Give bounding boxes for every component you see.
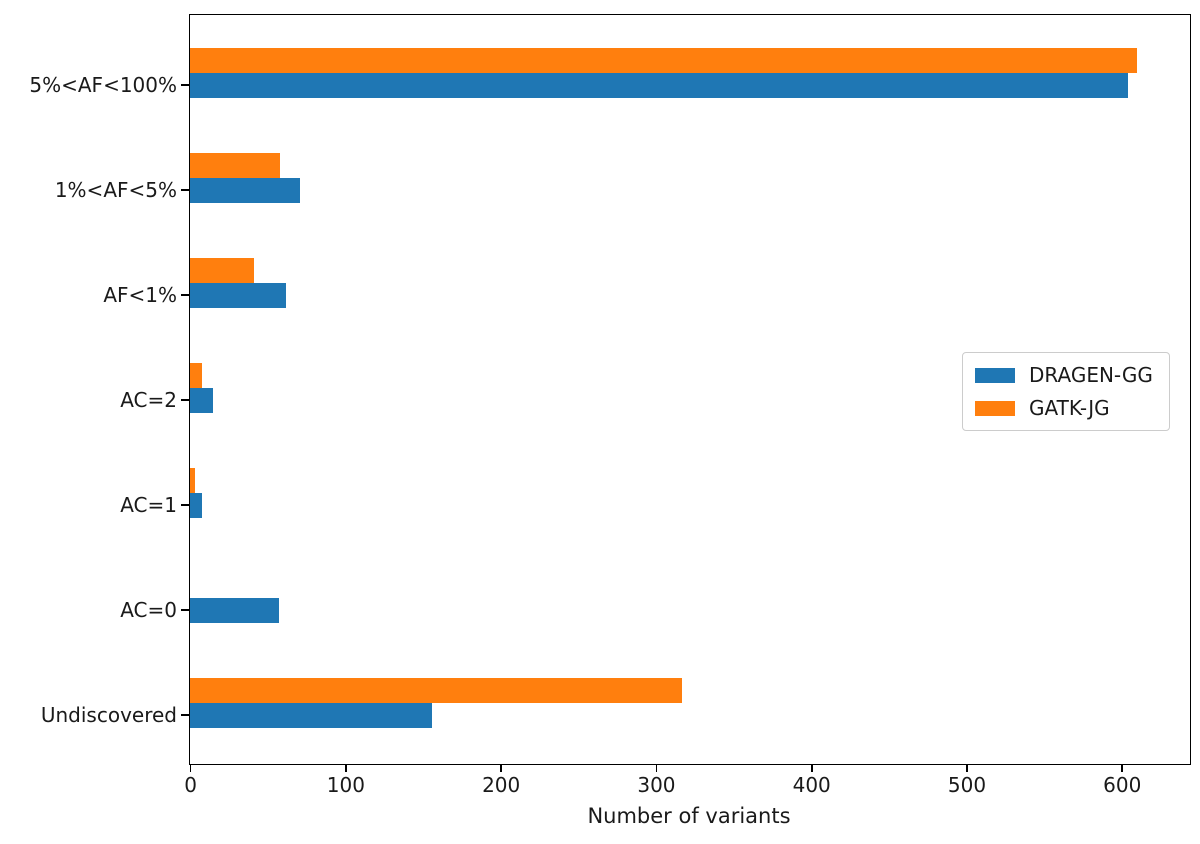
bar-dragen-gg-2 bbox=[190, 283, 287, 308]
bar-gatk-jg-0 bbox=[190, 48, 1138, 73]
x-axis-title: Number of variants bbox=[587, 804, 791, 828]
y-tick-mark-5 bbox=[181, 609, 189, 611]
bar-gatk-jg-4 bbox=[190, 468, 195, 493]
y-tick-label-6: Undiscovered bbox=[40, 703, 177, 727]
bar-dragen-gg-6 bbox=[190, 703, 433, 728]
bar-dragen-gg-1 bbox=[190, 178, 301, 203]
bar-gatk-jg-1 bbox=[190, 153, 281, 178]
y-tick-label-5: AC=0 bbox=[120, 598, 177, 622]
bar-dragen-gg-4 bbox=[190, 493, 203, 518]
y-tick-mark-3 bbox=[181, 399, 189, 401]
x-tick-label-0: 0 bbox=[184, 773, 197, 797]
x-tick-mark-5 bbox=[966, 764, 968, 772]
x-tick-label-5: 500 bbox=[947, 773, 987, 797]
y-tick-mark-2 bbox=[181, 294, 189, 296]
legend-label-dragen-gg: DRAGEN-GG bbox=[1029, 363, 1153, 387]
legend-swatch-gatk-jg bbox=[975, 400, 1015, 416]
legend: DRAGEN-GG GATK-JG bbox=[962, 352, 1170, 431]
plot-area: DRAGEN-GG GATK-JG bbox=[189, 14, 1191, 765]
bar-gatk-jg-2 bbox=[190, 258, 254, 283]
legend-label-gatk-jg: GATK-JG bbox=[1029, 396, 1110, 420]
bar-dragen-gg-3 bbox=[190, 388, 214, 413]
x-tick-mark-6 bbox=[1121, 764, 1124, 772]
x-tick-label-1: 100 bbox=[326, 773, 365, 797]
y-tick-label-1: 1%<AF<5% bbox=[54, 178, 177, 202]
bar-dragen-gg-5 bbox=[190, 598, 279, 623]
x-tick-mark-2 bbox=[500, 764, 502, 772]
x-tick-label-4: 400 bbox=[792, 773, 831, 797]
legend-item-gatk-jg: GATK-JG bbox=[975, 396, 1153, 420]
bar-gatk-jg-6 bbox=[190, 678, 683, 703]
y-tick-mark-6 bbox=[181, 714, 189, 716]
x-tick-mark-4 bbox=[810, 764, 813, 772]
y-tick-mark-0 bbox=[181, 84, 189, 86]
y-tick-mark-4 bbox=[181, 504, 189, 506]
y-tick-mark-1 bbox=[181, 189, 189, 191]
legend-swatch-dragen-gg bbox=[975, 367, 1015, 383]
x-tick-mark-3 bbox=[655, 764, 658, 772]
y-tick-label-4: AC=1 bbox=[120, 493, 177, 517]
y-tick-label-2: AF<1% bbox=[103, 283, 177, 307]
x-tick-label-3: 300 bbox=[637, 773, 676, 797]
y-tick-label-3: AC=2 bbox=[120, 388, 177, 412]
y-tick-label-0: 5%<AF<100% bbox=[29, 73, 177, 97]
legend-item-dragen-gg: DRAGEN-GG bbox=[975, 363, 1153, 387]
bar-gatk-jg-3 bbox=[190, 363, 203, 388]
x-tick-label-2: 200 bbox=[482, 773, 521, 797]
x-tick-mark-0 bbox=[189, 764, 192, 772]
x-tick-label-6: 600 bbox=[1103, 773, 1142, 797]
x-tick-mark-1 bbox=[345, 764, 347, 772]
bar-dragen-gg-0 bbox=[190, 73, 1128, 98]
